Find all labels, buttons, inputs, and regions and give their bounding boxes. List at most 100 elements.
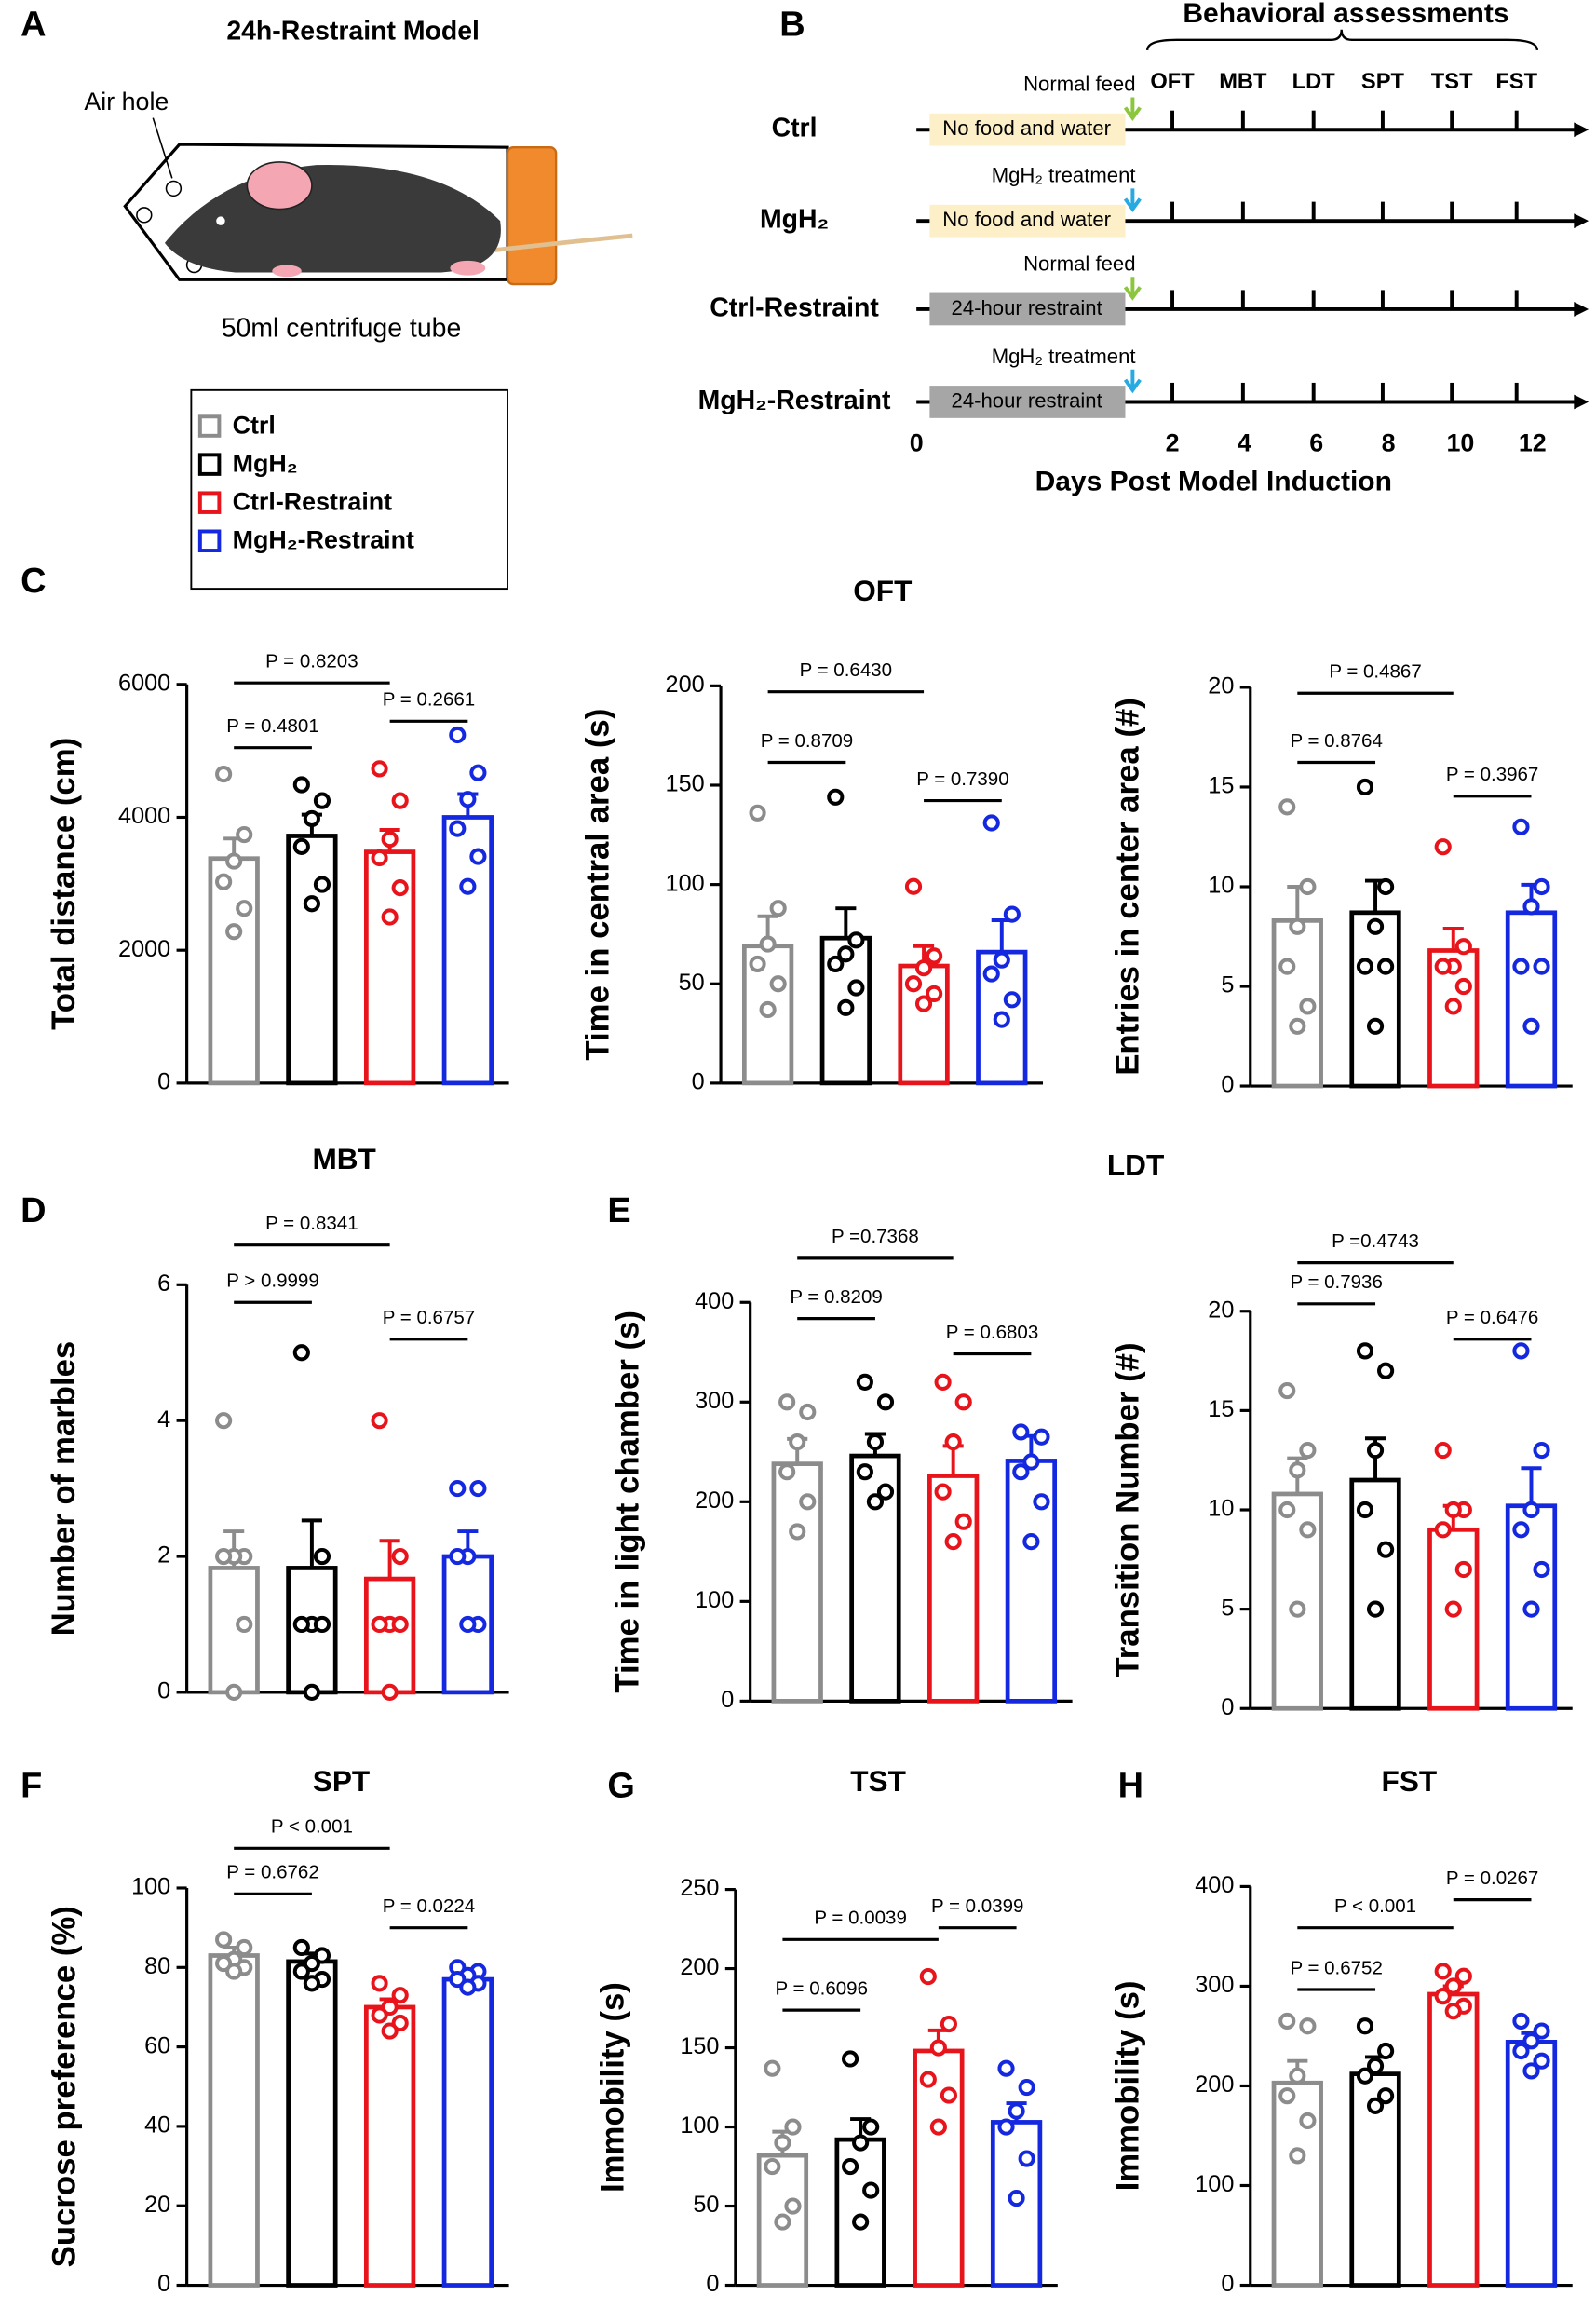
y-tick-label: 0 (157, 1678, 170, 1705)
y-tick-label: 400 (1195, 1872, 1234, 1898)
data-point (371, 849, 388, 867)
bar (1349, 910, 1401, 1089)
data-point (1278, 798, 1296, 816)
x-tick-label: 6 (1309, 428, 1323, 456)
data-point (1377, 1362, 1395, 1379)
test-label: TST (1431, 70, 1473, 94)
y-tick-label: 0 (1221, 1694, 1234, 1720)
mouse-ear (246, 161, 313, 211)
data-point (1278, 1381, 1296, 1400)
data-point (852, 2134, 870, 2152)
data-point (303, 1683, 320, 1701)
y-tick-label: 50 (679, 970, 705, 996)
p-value: P = 0.3967 (1446, 764, 1538, 785)
y-tick-label: 60 (144, 2032, 170, 2058)
data-point (1018, 2150, 1035, 2167)
data-point (1377, 1541, 1395, 1558)
y-axis-title: Time in central area (s) (581, 709, 616, 1061)
p-value: P = 0.6476 (1446, 1307, 1538, 1328)
data-point (371, 1615, 388, 1634)
row-label: MgH₂-Restraint (698, 386, 891, 415)
data-point (1512, 818, 1530, 835)
data-point (764, 2157, 781, 2176)
p-value: P = 0.7390 (916, 768, 1008, 790)
data-point (1533, 877, 1550, 896)
data-point (449, 1480, 467, 1498)
data-point (982, 814, 1000, 832)
data-point (1289, 1461, 1306, 1479)
data-point (1454, 938, 1472, 956)
data-point (784, 2118, 802, 2136)
data-point (1533, 1441, 1550, 1460)
legend-label: Ctrl-Restraint (233, 488, 393, 516)
bar (363, 1576, 416, 1695)
data-point (459, 1615, 477, 1634)
y-tick-label: 2 (157, 1542, 170, 1569)
data-point (954, 1393, 972, 1411)
y-tick-label: 100 (695, 1587, 734, 1613)
feed-note: Normal feed (1023, 251, 1135, 275)
mouse-drawing (123, 117, 633, 286)
data-point (841, 2050, 859, 2068)
p-value: P = 0.6430 (800, 659, 892, 681)
timeline-arrow (1574, 302, 1589, 317)
condition-text: No food and water (942, 208, 1111, 231)
data-point (371, 760, 388, 778)
data-point (1434, 958, 1452, 975)
chart-title: TST (850, 1764, 906, 1798)
data-point (1356, 2067, 1374, 2085)
error-bar (301, 1518, 322, 1569)
y-tick-label: 10 (1208, 1496, 1234, 1522)
data-point (837, 945, 855, 963)
data-point (1003, 905, 1021, 923)
panel-label: F (20, 1767, 42, 1806)
data-point (225, 1683, 243, 1701)
data-point (1366, 2097, 1385, 2114)
panel-label: G (607, 1767, 635, 1806)
data-point (929, 2118, 947, 2136)
data-point (1377, 958, 1395, 975)
data-point (982, 965, 1000, 983)
bar (363, 2004, 416, 2288)
p-value: P = 0.6762 (226, 1862, 318, 1883)
bar (286, 834, 338, 1086)
data-point (1454, 1967, 1472, 1985)
data-point (1454, 1560, 1472, 1579)
data-point (759, 935, 777, 953)
x-tick-label: 4 (1238, 428, 1251, 456)
data-point (1356, 2017, 1374, 2035)
y-tick-label: 150 (666, 771, 705, 797)
legend-box (190, 388, 508, 591)
data-point (391, 792, 409, 809)
tube-cap (506, 145, 558, 286)
data-point (292, 1963, 310, 1980)
feed-arrow (1123, 369, 1142, 394)
panel-label: A (20, 6, 46, 45)
data-point (993, 951, 1010, 969)
data-point (1522, 2062, 1540, 2080)
data-point (1289, 917, 1306, 935)
error-bar (835, 906, 857, 939)
data-point (313, 792, 331, 809)
data-point (469, 764, 487, 781)
y-tick-label: 100 (131, 1874, 170, 1900)
data-point (1366, 2057, 1385, 2075)
panel-label: H (1118, 1767, 1143, 1806)
data-point (852, 2213, 870, 2231)
data-point (1512, 1342, 1530, 1360)
x-axis-title: Days Post Model Induction (1035, 466, 1392, 496)
data-point (1299, 877, 1317, 896)
data-point (914, 995, 933, 1012)
data-point (371, 1412, 388, 1430)
condition-text: 24-hour restraint (952, 296, 1102, 319)
y-tick-label: 0 (692, 1069, 705, 1095)
data-point (1434, 1521, 1452, 1539)
data-point (236, 1615, 253, 1634)
data-point (904, 975, 923, 993)
condition-text: 24-hour restraint (952, 388, 1102, 412)
p-value: P < 0.001 (1334, 1895, 1416, 1917)
feed-note: MgH₂ treatment (992, 164, 1136, 187)
x-tick-label: 8 (1382, 428, 1396, 456)
mouse-foot (450, 260, 486, 276)
